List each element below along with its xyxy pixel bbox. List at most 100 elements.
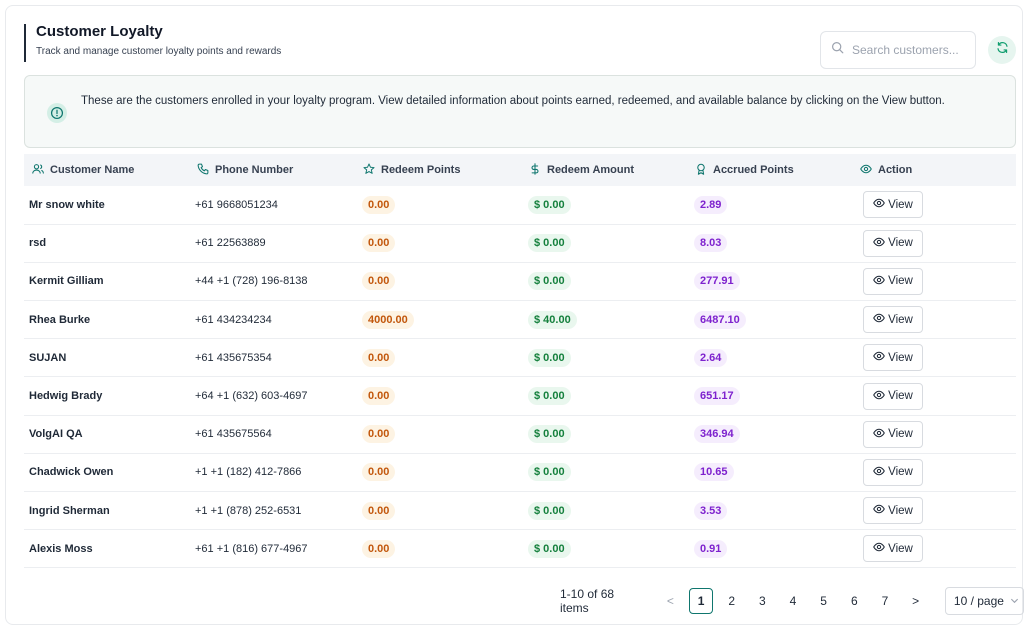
phone-number-cell: +61 435675564	[189, 415, 355, 454]
accrued-points-cell: 0.91	[687, 529, 852, 569]
view-button-label: View	[888, 466, 913, 479]
accrued-points-badge: 10.65	[694, 463, 734, 482]
accrued-points-cell: 651.17	[687, 376, 852, 416]
pagination: 1-10 of 68 items < 1 2 3 4 5 6 7 > 10 / …	[560, 587, 1024, 615]
accrued-points-cell: 6487.10	[687, 300, 852, 340]
page-button-2[interactable]: 2	[728, 594, 736, 608]
search-box[interactable]	[820, 31, 976, 69]
search-icon	[831, 41, 844, 59]
column-label: Phone Number	[215, 164, 294, 176]
phone-number-cell: +64 +1 (632) 603-4697	[189, 376, 355, 416]
view-button[interactable]: View	[863, 306, 923, 334]
redeem-amount-cell: $ 0.00	[521, 491, 687, 531]
redeem-amount-badge: $ 0.00	[528, 387, 571, 406]
page-subtitle: Track and manage customer loyalty points…	[36, 46, 282, 57]
accrued-points-cell: 3.53	[687, 491, 852, 531]
table-row: Hedwig Brady +64 +1 (632) 603-4697 0.00 $ 0…	[24, 376, 1016, 416]
award-icon	[695, 163, 707, 178]
column-header-redeem-amount[interactable]: Redeem Amount	[521, 154, 687, 186]
action-cell: View	[852, 338, 1016, 378]
page-button-1[interactable]: 1	[688, 588, 714, 614]
eye-icon	[873, 350, 885, 365]
view-button-label: View	[888, 351, 913, 364]
accrued-points-badge: 3.53	[694, 501, 728, 520]
view-button[interactable]: View	[863, 344, 923, 372]
accrued-points-cell: 8.03	[687, 224, 852, 263]
info-text: These are the customers enrolled in your…	[81, 95, 945, 107]
redeem-amount-cell: $ 0.00	[521, 224, 687, 263]
redeem-amount-badge: $ 0.00	[528, 463, 571, 482]
page-button-7[interactable]: 7	[881, 594, 889, 608]
eye-icon	[873, 465, 885, 480]
action-cell: View	[852, 529, 1016, 569]
page-button-6[interactable]: 6	[850, 594, 858, 608]
page-button-4[interactable]: 4	[789, 594, 797, 608]
redeem-points-cell: 0.00	[355, 262, 521, 302]
redeem-points-badge: 0.00	[362, 539, 396, 558]
page-button-5[interactable]: 5	[820, 594, 827, 608]
view-button[interactable]: View	[863, 497, 923, 525]
redeem-amount-badge: $ 0.00	[528, 195, 571, 214]
redeem-points-cell: 0.00	[355, 224, 521, 263]
redeem-amount-cell: $ 0.00	[521, 415, 687, 454]
table-row: Kermit Gilliam +44 +1 (728) 196-8138 0.00 $…	[24, 262, 1016, 302]
column-label: Redeem Points	[381, 164, 461, 176]
redeem-points-badge: 0.00	[362, 425, 396, 444]
view-button[interactable]: View	[863, 420, 923, 448]
refresh-button[interactable]	[988, 36, 1016, 64]
table-row: rsd +61 22563889 0.00 $ 0.00 8.03 View	[24, 224, 1016, 263]
phone-number-cell: +1 +1 (878) 252-6531	[189, 491, 355, 531]
view-button[interactable]: View	[863, 191, 923, 219]
eye-icon	[873, 541, 885, 556]
eye-icon	[873, 197, 885, 212]
prev-page-button[interactable]: <	[666, 594, 674, 608]
phone-number-cell: +44 +1 (728) 196-8138	[189, 262, 355, 302]
column-header-customer-name[interactable]: Customer Name	[24, 154, 189, 186]
column-label: Customer Name	[50, 164, 135, 176]
column-header-phone-number[interactable]: Phone Number	[189, 154, 355, 186]
accrued-points-cell: 2.64	[687, 338, 852, 378]
redeem-points-badge: 0.00	[362, 387, 396, 406]
customers-table: Customer Name Phone Number Redeem Points…	[24, 154, 1016, 569]
accrued-points-badge: 2.64	[694, 348, 728, 367]
accrued-points-badge: 6487.10	[694, 310, 746, 329]
view-button[interactable]: View	[863, 458, 923, 486]
redeem-amount-cell: $ 40.00	[521, 300, 687, 340]
info-banner: These are the customers enrolled in your…	[24, 75, 1016, 148]
column-header-accrued-points[interactable]: Accrued Points	[687, 154, 852, 186]
redeem-amount-badge: $ 0.00	[528, 425, 571, 444]
view-button[interactable]: View	[863, 535, 923, 563]
redeem-amount-badge: $ 0.00	[528, 348, 571, 367]
redeem-points-badge: 0.00	[362, 501, 396, 520]
phone-number-cell: +61 434234234	[189, 300, 355, 340]
redeem-amount-badge: $ 0.00	[528, 539, 571, 558]
redeem-amount-badge: $ 40.00	[528, 310, 577, 329]
search-input[interactable]	[852, 43, 970, 57]
redeem-points-badge: 0.00	[362, 463, 396, 482]
page-size-value: 10 / page	[953, 594, 1004, 608]
view-button[interactable]: View	[863, 267, 923, 295]
page-size-select[interactable]: 10 / page	[944, 587, 1024, 615]
view-button-label: View	[888, 275, 913, 288]
action-cell: View	[852, 453, 1016, 493]
redeem-amount-cell: $ 0.00	[521, 453, 687, 493]
redeem-points-cell: 0.00	[355, 415, 521, 454]
column-header-redeem-points[interactable]: Redeem Points	[355, 154, 521, 186]
view-button-label: View	[888, 504, 913, 517]
customer-name-cell: Ingrid Sherman	[24, 491, 189, 531]
redeem-amount-cell: $ 0.00	[521, 262, 687, 302]
view-button-label: View	[888, 390, 913, 403]
info-icon	[47, 103, 67, 123]
action-cell: View	[852, 262, 1016, 302]
customer-name-cell: Alexis Moss	[24, 529, 189, 569]
page-button-3[interactable]: 3	[759, 594, 766, 608]
action-cell: View	[852, 376, 1016, 416]
next-page-button[interactable]: >	[912, 594, 920, 608]
phone-number-cell: +61 9668051234	[189, 186, 355, 225]
redeem-points-cell: 0.00	[355, 453, 521, 493]
view-button-label: View	[888, 542, 913, 555]
eye-icon	[873, 389, 885, 404]
view-button[interactable]: View	[863, 229, 923, 257]
view-button[interactable]: View	[863, 382, 923, 410]
accrued-points-badge: 2.89	[694, 195, 728, 214]
